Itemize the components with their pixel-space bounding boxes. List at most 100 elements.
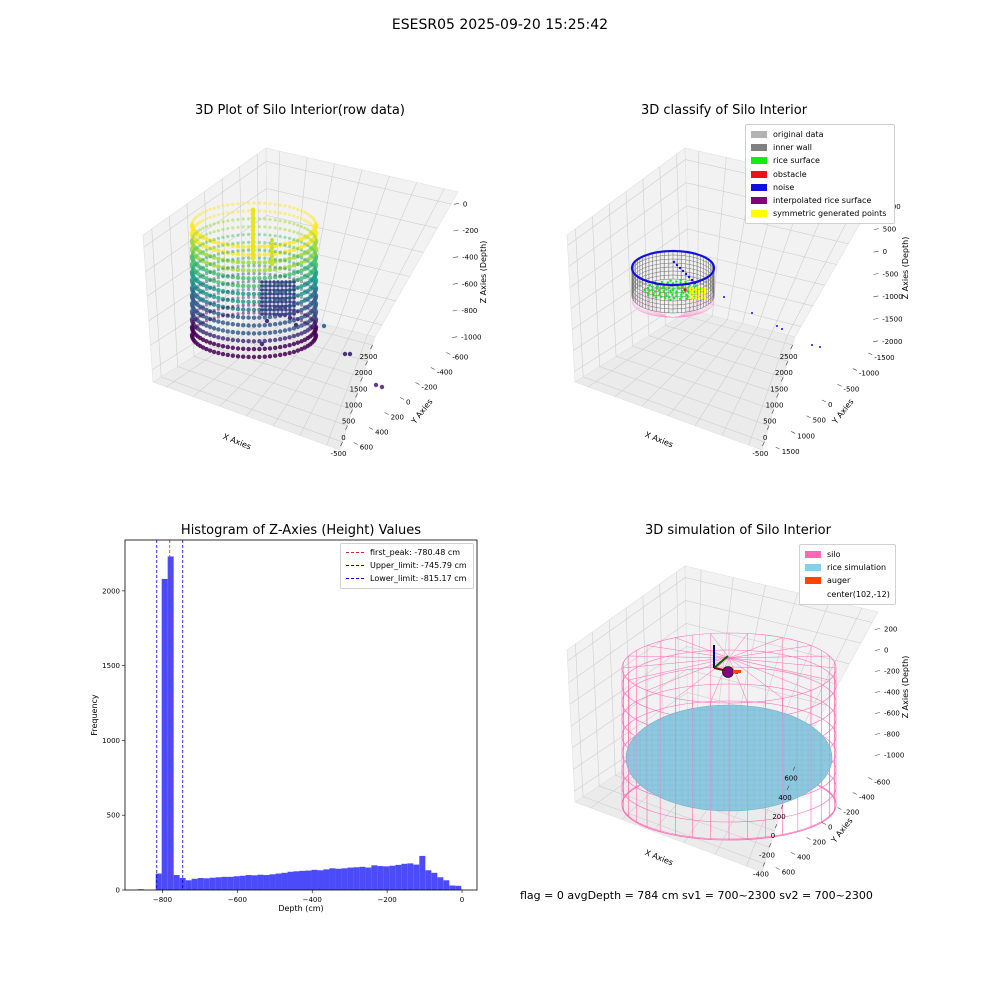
data-point [299,276,304,281]
data-point [264,304,268,308]
data-point [220,320,226,325]
histogram-bar [371,865,378,890]
y-tick [775,446,780,450]
data-point [284,280,288,284]
data-point [262,260,267,265]
data-point [306,275,310,279]
data-point [299,303,304,307]
data-point [267,322,273,327]
data-point [216,240,221,246]
axis-y-arrow [713,655,729,669]
y-tick [852,368,857,371]
data-point [273,249,277,254]
histogram-bar [359,866,366,890]
data-point [247,225,251,229]
grid-line [569,623,850,705]
rice-point [667,286,671,289]
data-point [291,318,297,323]
data-point [288,300,292,304]
rice-point [665,294,668,297]
data-point [204,346,209,352]
legend-label: original data [773,130,824,140]
data-point [292,253,296,257]
histogram-axes: −800 −600 −400 −200 0 0 500 1000 1500 2000 Depth… [90,539,478,913]
z-tick-label: -1000 [461,334,481,342]
legend-line [346,578,364,580]
histogram-bar [263,875,270,890]
grid-line [599,785,770,848]
silo-wire [710,657,730,703]
data-point [272,312,276,316]
data-point [204,264,209,268]
grid-line [582,796,765,865]
data-point [287,350,292,356]
data-point [236,217,240,222]
noise-point [681,269,685,273]
data-point [246,323,251,328]
data-point [268,265,272,269]
data-point [296,294,300,298]
panel4-y-label: Y Axies [829,816,855,845]
histogram-bar [287,871,294,890]
rice-point [669,279,672,282]
x-tick-label: 400 [778,794,791,802]
legend-label: rice simulation [827,563,887,573]
data-point [246,354,251,360]
rice-point [647,294,650,297]
panel1-box-frame [142,147,459,451]
data-point [287,256,292,261]
data-point [236,210,240,214]
data-point [262,244,267,249]
data-point [292,238,296,242]
data-point [263,201,267,205]
data-point [292,292,296,296]
x-tick-label: -400 [753,870,769,878]
data-point [216,221,220,225]
data-point [212,261,216,265]
data-point [288,312,292,316]
data-point [299,319,304,323]
data-point [303,218,307,222]
data-point [257,232,261,237]
data-point [308,308,312,312]
panel2-x-label: X Axies [644,430,675,449]
legend-label: symmetric generated points [773,209,887,219]
data-point [246,252,251,257]
noise-point [672,260,676,264]
data-point [208,294,212,298]
data-point [291,326,297,331]
data-point [216,260,220,264]
legend-item: center(102,-12) [805,588,890,601]
panel2-title: 3D classify of Silo Interior [640,103,808,118]
histogram-y-ticks: 0 500 1000 1500 2000 [102,587,125,895]
data-point [283,212,287,216]
rice-point [648,283,651,287]
histogram-bar [329,868,336,890]
data-point [226,227,230,231]
y-tick-label: 600 [360,444,373,452]
data-point [211,239,217,245]
data-point [288,308,292,312]
z-tick [873,250,879,253]
data-point [198,251,202,255]
y-tick-label: -200 [421,384,437,392]
data-point [284,284,288,288]
data-point [235,251,241,257]
data-point [235,354,241,359]
data-point [221,267,225,271]
data-point [276,280,280,284]
silo-wire [710,633,730,659]
data-point [204,209,209,213]
data-point [306,314,310,318]
data-point [194,286,198,290]
data-point [212,230,216,234]
data-point [235,322,241,327]
data-point [216,205,220,209]
data-point [194,263,198,267]
data-point [221,290,225,294]
data-point [260,292,264,296]
z-tick [452,336,458,338]
data-point [264,280,268,284]
rice-point [652,294,655,297]
